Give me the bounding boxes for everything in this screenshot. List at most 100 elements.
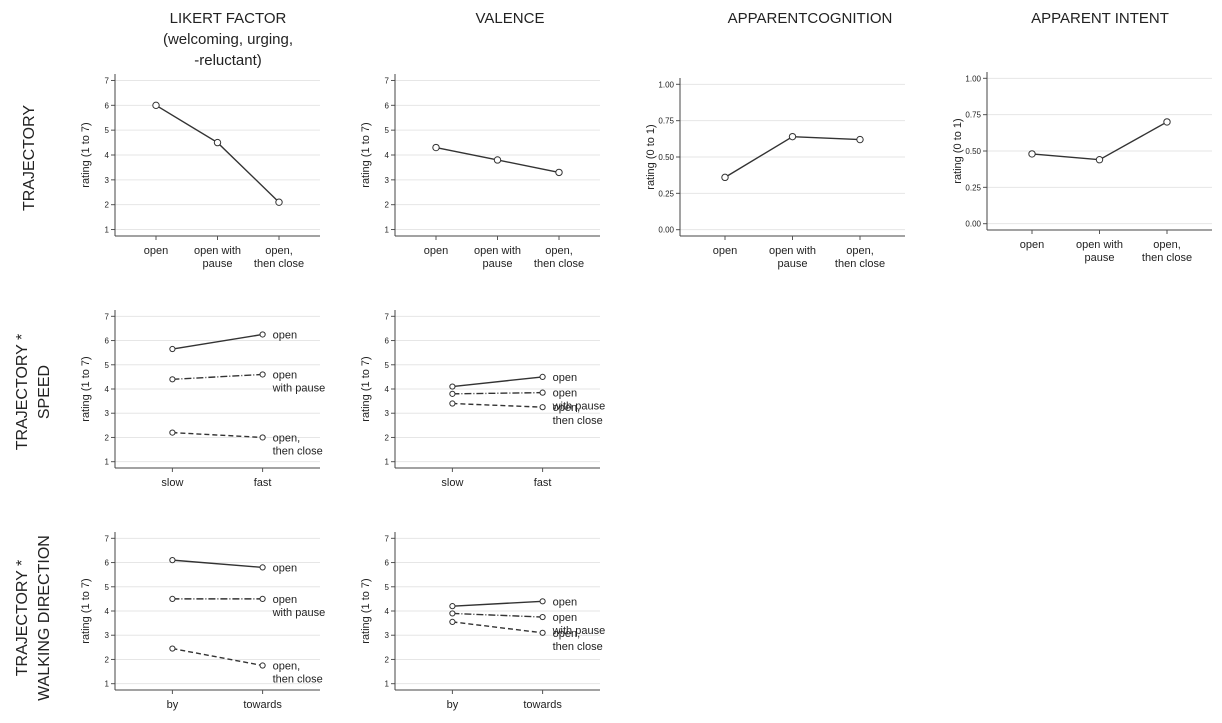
- series-label: open with pause: [552, 612, 606, 637]
- column-title-line: VALENCE: [475, 10, 545, 27]
- data-point: [449, 400, 456, 407]
- y-tick-label: 3: [105, 631, 110, 640]
- column-title-line: LIKERT FACTOR: [169, 10, 287, 27]
- x-tick-label: slow: [161, 477, 183, 489]
- y-tick-label: 0.00: [658, 226, 674, 235]
- y-tick-label: 5: [385, 126, 390, 135]
- data-point: [259, 595, 266, 602]
- series-line: [452, 376, 543, 388]
- y-tick-label: 5: [105, 126, 110, 135]
- data-point: [539, 373, 546, 380]
- x-tick-label: towards: [523, 699, 562, 711]
- column-title-line: -reluctant): [194, 52, 262, 69]
- x-tick-label: by: [447, 699, 459, 711]
- y-tick-label: 5: [105, 583, 110, 592]
- y-tick-label: 0.25: [658, 189, 674, 198]
- data-point: [259, 331, 266, 338]
- column-title-valence: VALENCE: [410, 8, 610, 29]
- series-label: open with pause: [272, 594, 326, 619]
- y-tick-label: 4: [105, 151, 110, 160]
- series-label: open with pause: [552, 388, 606, 413]
- y-tick-label: 3: [385, 631, 390, 640]
- data-point: [259, 371, 266, 378]
- y-tick-label: 1.00: [965, 74, 981, 83]
- y-tick-label: 7: [105, 76, 110, 85]
- x-tick-label: towards: [243, 699, 282, 711]
- x-tick-label: open: [144, 245, 168, 257]
- series-line: [452, 600, 543, 607]
- y-tick-label: 1: [385, 226, 390, 235]
- y-tick-label: 0.00: [965, 220, 981, 229]
- data-point: [449, 618, 456, 626]
- series-line: [172, 559, 263, 569]
- x-tick-label: slow: [441, 477, 463, 489]
- data-point: [259, 662, 266, 669]
- y-axis-label: rating (1 to 7): [360, 122, 372, 187]
- data-point: [169, 557, 176, 564]
- y-tick-label: 4: [385, 607, 390, 616]
- data-point: [259, 434, 266, 441]
- y-tick-label: 3: [105, 176, 110, 185]
- y-tick-label: 0.25: [965, 183, 981, 192]
- y-tick-label: 6: [105, 559, 110, 568]
- y-tick-label: 2: [105, 433, 110, 442]
- data-point: [539, 629, 546, 636]
- data-point: [493, 156, 502, 164]
- x-tick-label: open, then close: [835, 245, 885, 270]
- data-point: [275, 198, 283, 206]
- x-tick-label: open: [713, 245, 737, 257]
- y-tick-label: 7: [105, 312, 110, 321]
- y-tick-label: 5: [385, 583, 390, 592]
- data-point: [449, 390, 456, 397]
- column-title-likert-factor: LIKERT FACTOR (welcoming, urging, -reluc…: [118, 8, 338, 71]
- series-line: [172, 333, 263, 350]
- y-tick-label: 3: [105, 409, 110, 418]
- y-tick-label: 2: [385, 433, 390, 442]
- y-axis-label: rating (1 to 7): [360, 578, 372, 643]
- y-axis-label: rating (1 to 7): [360, 356, 372, 421]
- data-point: [555, 168, 563, 177]
- y-tick-label: 4: [385, 385, 390, 394]
- column-title-apparent-intent: APPARENT INTENT: [1000, 8, 1200, 29]
- y-axis-label: rating (1 to 7): [80, 356, 92, 421]
- x-tick-label: open with pause: [194, 245, 241, 270]
- series-line: [452, 612, 543, 618]
- data-point: [169, 345, 176, 353]
- series-line: [172, 647, 263, 667]
- series-line: [452, 391, 543, 395]
- series-label: open, then close: [273, 661, 323, 686]
- data-point: [856, 135, 864, 144]
- y-tick-label: 1: [105, 680, 110, 689]
- data-point: [449, 610, 456, 617]
- y-axis-label: rating (0 to 1): [952, 118, 964, 183]
- data-point: [539, 598, 546, 605]
- y-tick-label: 5: [385, 361, 390, 370]
- data-point: [213, 138, 222, 147]
- data-point: [169, 645, 176, 652]
- x-tick-label: open: [1020, 239, 1044, 251]
- y-tick-label: 4: [105, 607, 110, 616]
- x-tick-label: open, then close: [1142, 239, 1192, 264]
- series-label: open, then close: [553, 402, 603, 427]
- y-tick-label: 2: [105, 201, 110, 210]
- y-tick-label: 2: [385, 655, 390, 664]
- x-tick-label: open, then close: [254, 245, 304, 270]
- y-tick-label: 6: [385, 101, 390, 110]
- data-point: [449, 383, 456, 390]
- y-tick-label: 0.50: [965, 147, 981, 156]
- y-tick-label: 6: [385, 559, 390, 568]
- data-point: [449, 603, 456, 610]
- y-tick-label: 0.75: [658, 117, 674, 126]
- data-point: [152, 101, 160, 110]
- data-point: [169, 429, 176, 436]
- data-point: [721, 173, 729, 182]
- data-point: [1095, 156, 1104, 164]
- series-line: [452, 621, 543, 634]
- y-tick-label: 6: [105, 101, 110, 110]
- y-tick-label: 7: [105, 534, 110, 543]
- x-tick-label: open with pause: [769, 245, 816, 270]
